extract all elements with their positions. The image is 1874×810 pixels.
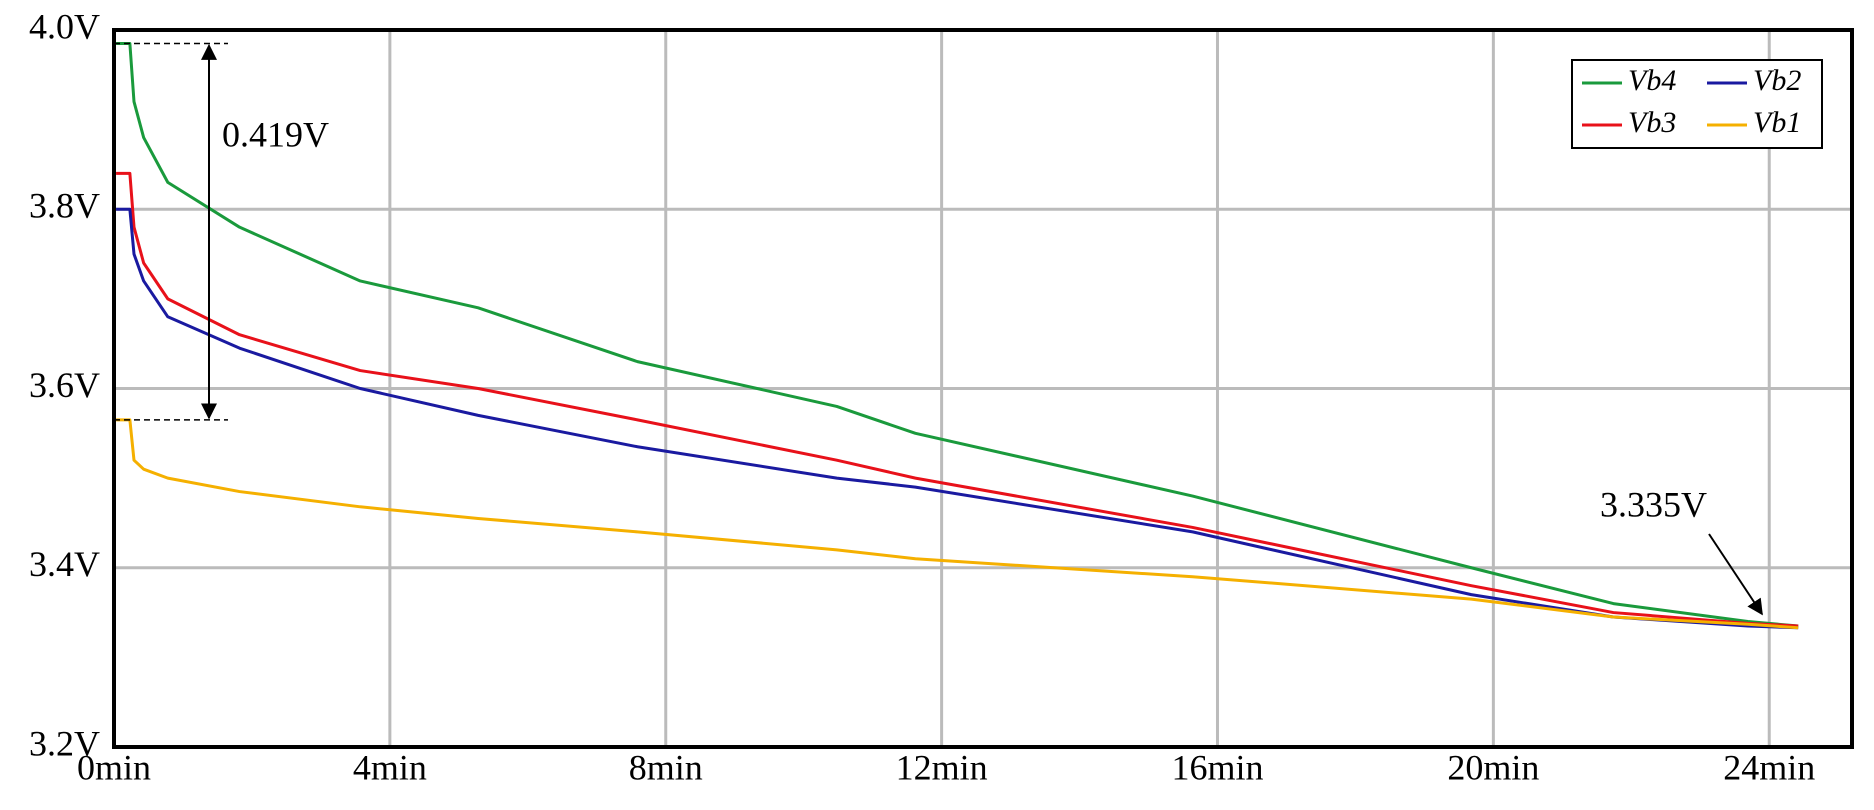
y-tick-label: 3.4V [29, 544, 100, 584]
legend-label: Vb2 [1753, 64, 1801, 97]
annotation-arrow [1708, 533, 1763, 616]
y-tick-label: 3.2V [29, 723, 100, 763]
data-line [116, 41, 1799, 628]
data-line [116, 207, 1799, 630]
annotation: 0.419V [222, 114, 329, 154]
x-tick-label: 4min [353, 747, 427, 787]
x-tick-label: 0min [77, 747, 151, 787]
plot-frame [112, 28, 1854, 749]
legend-label: Vb4 [1628, 64, 1676, 97]
x-tick-label: 24min [1723, 747, 1815, 787]
y-tick-label: 3.6V [29, 365, 100, 405]
x-tick-label: 16min [1171, 747, 1263, 787]
data-line [116, 171, 1799, 628]
legend-box [1571, 59, 1823, 149]
x-tick-label: 8min [629, 747, 703, 787]
legend-label: Vb3 [1628, 106, 1676, 139]
y-tick-label: 4.0V [29, 6, 100, 46]
data-line [116, 418, 1799, 630]
y-tick-label: 3.8V [29, 186, 100, 226]
annotation: 3.335V [1600, 484, 1707, 524]
x-tick-label: 12min [896, 747, 988, 787]
x-tick-label: 20min [1447, 747, 1539, 787]
legend-label: Vb1 [1753, 106, 1801, 139]
